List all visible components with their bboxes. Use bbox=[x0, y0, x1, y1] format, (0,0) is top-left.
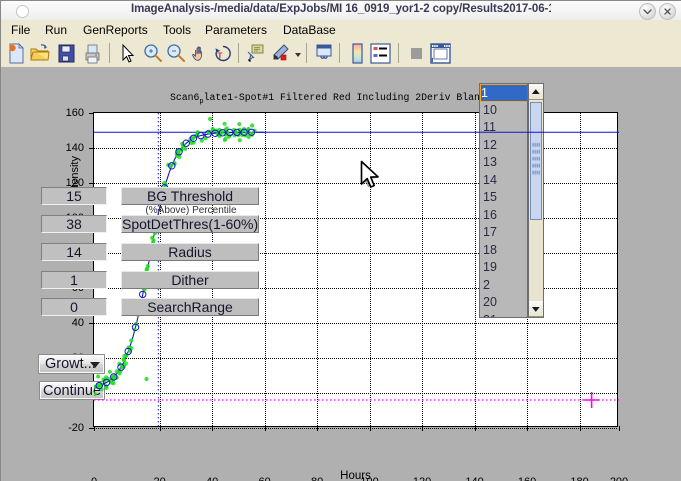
svg-text:T: T bbox=[217, 51, 223, 61]
